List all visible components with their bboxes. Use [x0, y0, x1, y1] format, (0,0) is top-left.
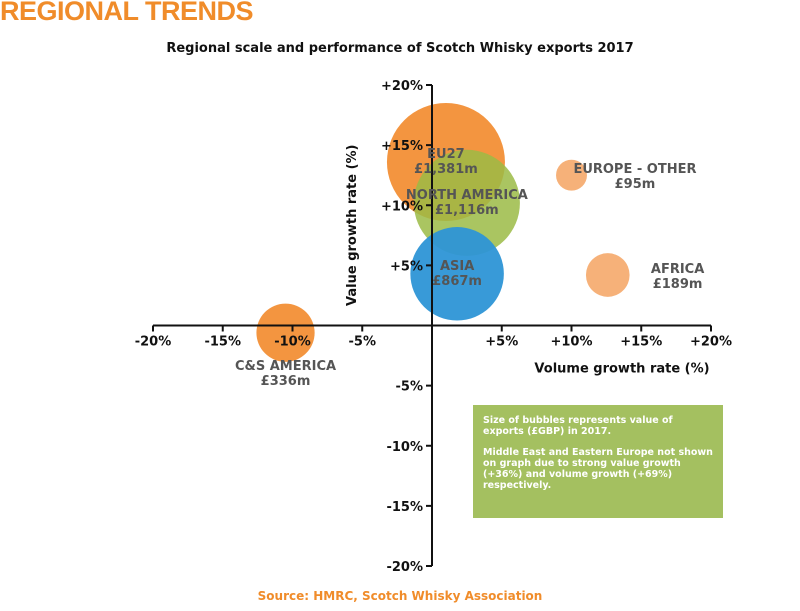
bubble-value-europe-other: £95m — [615, 177, 656, 192]
y-tick-label: +15% — [381, 139, 423, 154]
bubble-value-asia: £867m — [432, 274, 482, 289]
chart-title: Regional scale and performance of Scotch… — [166, 41, 634, 56]
x-tick-label: -5% — [349, 335, 376, 350]
y-tick-label: +5% — [390, 259, 423, 274]
bubble-label-cands-america: C&S AMERICA — [235, 359, 336, 374]
y-axis-label: Value growth rate (%) — [345, 145, 360, 306]
x-tick-label: +10% — [550, 335, 592, 350]
bubble-europe-other — [556, 159, 587, 191]
y-tick-label: -15% — [386, 500, 423, 515]
y-tick-label: +20% — [381, 79, 423, 94]
bubble-value-africa: £189m — [653, 277, 703, 292]
source-note: Source: HMRC, Scotch Whisky Association — [257, 589, 543, 603]
bubble-cands-america — [256, 303, 315, 362]
x-tick-label: +5% — [485, 335, 518, 350]
bubble-label-north-america: NORTH AMERICA — [406, 188, 528, 203]
y-tick-label: -10% — [386, 440, 423, 455]
y-tick-label: -5% — [396, 380, 423, 395]
bubble-label-africa: AFRICA — [651, 262, 704, 277]
page-title: REGIONAL TRENDS — [0, 0, 254, 26]
x-tick-label: -10% — [274, 335, 311, 350]
bubble-labels-layer: EU27£1,381m NORTH AMERICA£1,116m ASIA£867m… — [235, 147, 704, 389]
bubble-label-asia: ASIA — [440, 259, 474, 274]
x-tick-label: +15% — [620, 335, 662, 350]
bubble-label-europe-other: EUROPE - OTHER — [573, 162, 696, 177]
y-tick-label: -20% — [386, 560, 423, 575]
bubble-north-america — [413, 149, 520, 256]
axes-layer — [153, 85, 711, 566]
bubble-asia — [410, 227, 504, 321]
x-tick-label: -20% — [135, 335, 172, 350]
y-tick-label: +10% — [381, 199, 423, 214]
ticks-layer: -20% -15% -10% -5% +5% +10% +15% +20% +20% +15% +1… — [135, 79, 732, 575]
bubble-value-cands-america: £336m — [261, 374, 311, 389]
note-excluded-text: Middle East and Eastern Europe not shown… — [483, 447, 713, 491]
bubble-value-north-america: £1,116m — [435, 203, 499, 218]
x-axis-label: Volume growth rate (%) — [534, 362, 709, 377]
bubble-label-eu27: EU27 — [427, 147, 465, 162]
bubbles-layer — [256, 102, 630, 362]
x-tick-label: -15% — [204, 335, 241, 350]
note-size-text: Size of bubbles represents value of expo… — [483, 415, 673, 437]
x-tick-label: +20% — [690, 335, 732, 350]
note-box: Size of bubbles represents value of expo… — [473, 405, 723, 518]
bubble-africa — [585, 253, 630, 297]
bubble-value-eu27: £1,381m — [414, 162, 478, 177]
